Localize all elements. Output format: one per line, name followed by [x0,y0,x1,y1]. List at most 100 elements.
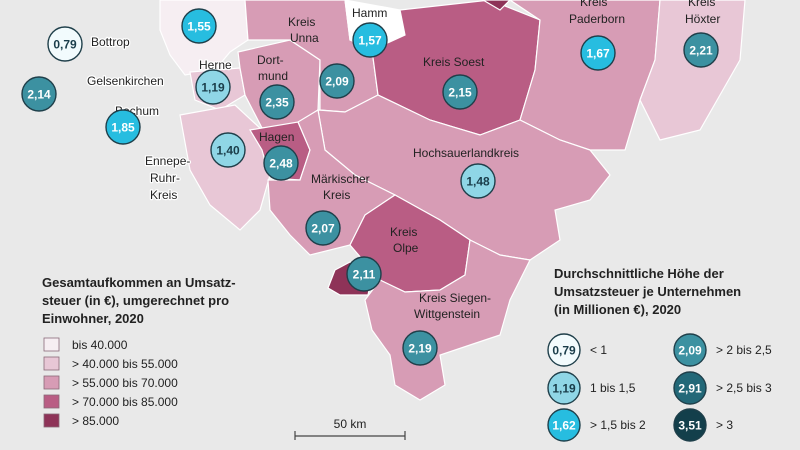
bubble-hagen: 2,48 [263,145,299,181]
bubble-legend-title-2: Umsatzsteuer je Unternehmen [554,284,741,299]
label-herne: Herne [199,58,232,72]
bubble-bochum: 1,85 [105,109,141,145]
bubble-legend-item: 2,91 > 2,5 bis 3 [673,371,772,405]
bubble-legend-value: 3,51 [678,419,702,433]
label-ennepe-2: Ruhr- [150,171,180,185]
label-gelsenkirchen: Gelsenkirchen [87,74,164,88]
bubble-circle [319,63,355,99]
bubble-circle [305,210,341,246]
bubble-legend-circle [547,371,581,405]
bubble-kreis-olpe: 2,11 [346,256,382,292]
region-ennepe [179,104,271,231]
bubble-legend-title-3: (in Millionen €), 2020 [554,302,681,317]
label-maerkisch-1: Märkischer [311,172,370,186]
bubble-legend-circle [547,408,581,442]
bubble-circle [105,109,141,145]
bubble-hamm: 1,57 [352,22,388,58]
label-hoexter-1: Kreis [688,0,715,9]
bubble-legend-label: < 1 [590,343,607,357]
bubble-legend-item: 3,51 > 3 [673,408,733,442]
bubble-legend-circle [673,371,707,405]
label-siegen-2: Wittgenstein [414,307,480,321]
bubble-legend-title-1: Durchschnittliche Höhe der [554,266,724,281]
label-bottrop: Bottrop [91,35,130,49]
bubble-circle [21,76,57,112]
bubble-circle [402,330,438,366]
bubble-value: 0,79 [53,38,77,52]
district-bubbles: 0,79 2,14 1,85 1,19 1,40 2,35 2,48 2,09 1,57 2,15… [21,8,719,366]
label-ennepe-3: Kreis [150,188,177,202]
bubble-circle [683,32,719,68]
bubble-legend-label: > 2 bis 2,5 [716,343,772,357]
choropleth-legend: Gesamtaufkommen an Umsatz- steuer (in €)… [42,275,236,428]
bubble-legend-item: 2,09 > 2 bis 2,5 [673,333,772,367]
region-maerkisch [267,109,397,256]
choropleth-legend-label: > 40.000 bis 55.000 [72,357,178,371]
bubble-legend-label: > 3 [716,418,733,432]
bubble-circle [210,132,246,168]
bubble-legend-value: 1,62 [552,419,576,433]
label-paderborn-2: Paderborn [569,12,625,26]
bubble-legend: Durchschnittliche Höhe der Umsatzsteuer … [547,266,772,442]
bubble-legend-circle [673,408,707,442]
bubble-legend-items: 0,79 < 1 1,19 1 bis 1,5 1,62 > 1,5 bis 2 2,09 >… [547,333,772,442]
bubble-hochsauerlandkreis: 1,48 [460,163,496,199]
bubble-unlabeled: 1,55 [181,8,217,44]
label-hagen: Hagen [259,130,294,144]
bubble-legend-label: 1 bis 1,5 [590,381,636,395]
bubble-value: 1,85 [111,121,135,135]
choropleth-legend-title-3: Einwohner, 2020 [42,311,144,326]
choropleth-legend-label: > 55.000 bis 70.000 [72,376,178,390]
choropleth-legend-items: bis 40.000 > 40.000 bis 55.000 > 55.000 bi… [43,337,178,428]
bubble-circle [259,84,295,120]
bubble-circle [195,69,231,105]
choropleth-legend-title-1: Gesamtaufkommen an Umsatz- [42,275,236,290]
label-maerkisch-2: Kreis [323,188,350,202]
bubble-legend-label: > 1,5 bis 2 [590,418,646,432]
label-ennepe-1: Ennepe- [145,154,190,168]
choropleth-legend-swatch [43,337,60,352]
bubble-kreis-unna: 2,09 [319,63,355,99]
bubble-circle [580,35,616,71]
scale-bar: 50 km [294,417,406,440]
choropleth-legend-label: bis 40.000 [72,338,128,352]
bubble-legend-label: > 2,5 bis 3 [716,381,772,395]
bubble-circle [47,26,83,62]
bubble-value: 2,21 [689,44,713,58]
bubble-herne: 1,19 [195,69,231,105]
bubble-value: 2,09 [325,75,349,89]
choropleth-legend-item: bis 40.000 [43,337,128,352]
region-labels: Bottrop Gelsenkirchen Bochum Herne Ennep… [86,0,721,321]
label-unna-1: Kreis [288,15,315,29]
bubble-legend-value: 2,09 [678,344,702,358]
choropleth-legend-title-2: steuer (in €), umgerechnet pro [42,293,229,308]
label-siegen-1: Kreis Siegen- [419,291,491,305]
bubble-legend-circle [673,333,707,367]
bubble-value: 1,19 [201,81,225,95]
bubble-value: 2,35 [265,96,289,110]
choropleth-legend-label: > 70.000 bis 85.000 [72,395,178,409]
region-hoexter [639,0,746,141]
bubble-bottrop: 0,79 [47,26,83,62]
choropleth-legend-swatch [43,413,60,428]
label-hoexter-2: Höxter [685,12,720,26]
bubble-maerkischer-kreis: 2,07 [305,210,341,246]
label-olpe-2: Olpe [393,241,419,255]
label-dortmund-1: Dort- [257,53,284,67]
bubble-value: 1,67 [586,47,610,61]
label-hochsauerland: Hochsauerlandkreis [413,146,519,160]
label-olpe-1: Kreis [390,225,417,239]
choropleth-legend-label: > 85.000 [72,414,119,428]
choropleth-legend-item: > 40.000 bis 55.000 [43,356,178,371]
bubble-circle [346,256,382,292]
scale-bar-label: 50 km [334,417,367,431]
bubble-kreis-siegen-wittgenstein: 2,19 [402,330,438,366]
bubble-circle [442,74,478,110]
bubble-legend-item: 1,62 > 1,5 bis 2 [547,408,646,442]
region-top-sliver [481,0,511,11]
bubble-legend-value: 2,91 [678,382,702,396]
region-siegen [364,239,531,401]
bubble-kreis-paderborn: 1,67 [580,35,616,71]
bubble-legend-item: 0,79 < 1 [547,333,607,367]
